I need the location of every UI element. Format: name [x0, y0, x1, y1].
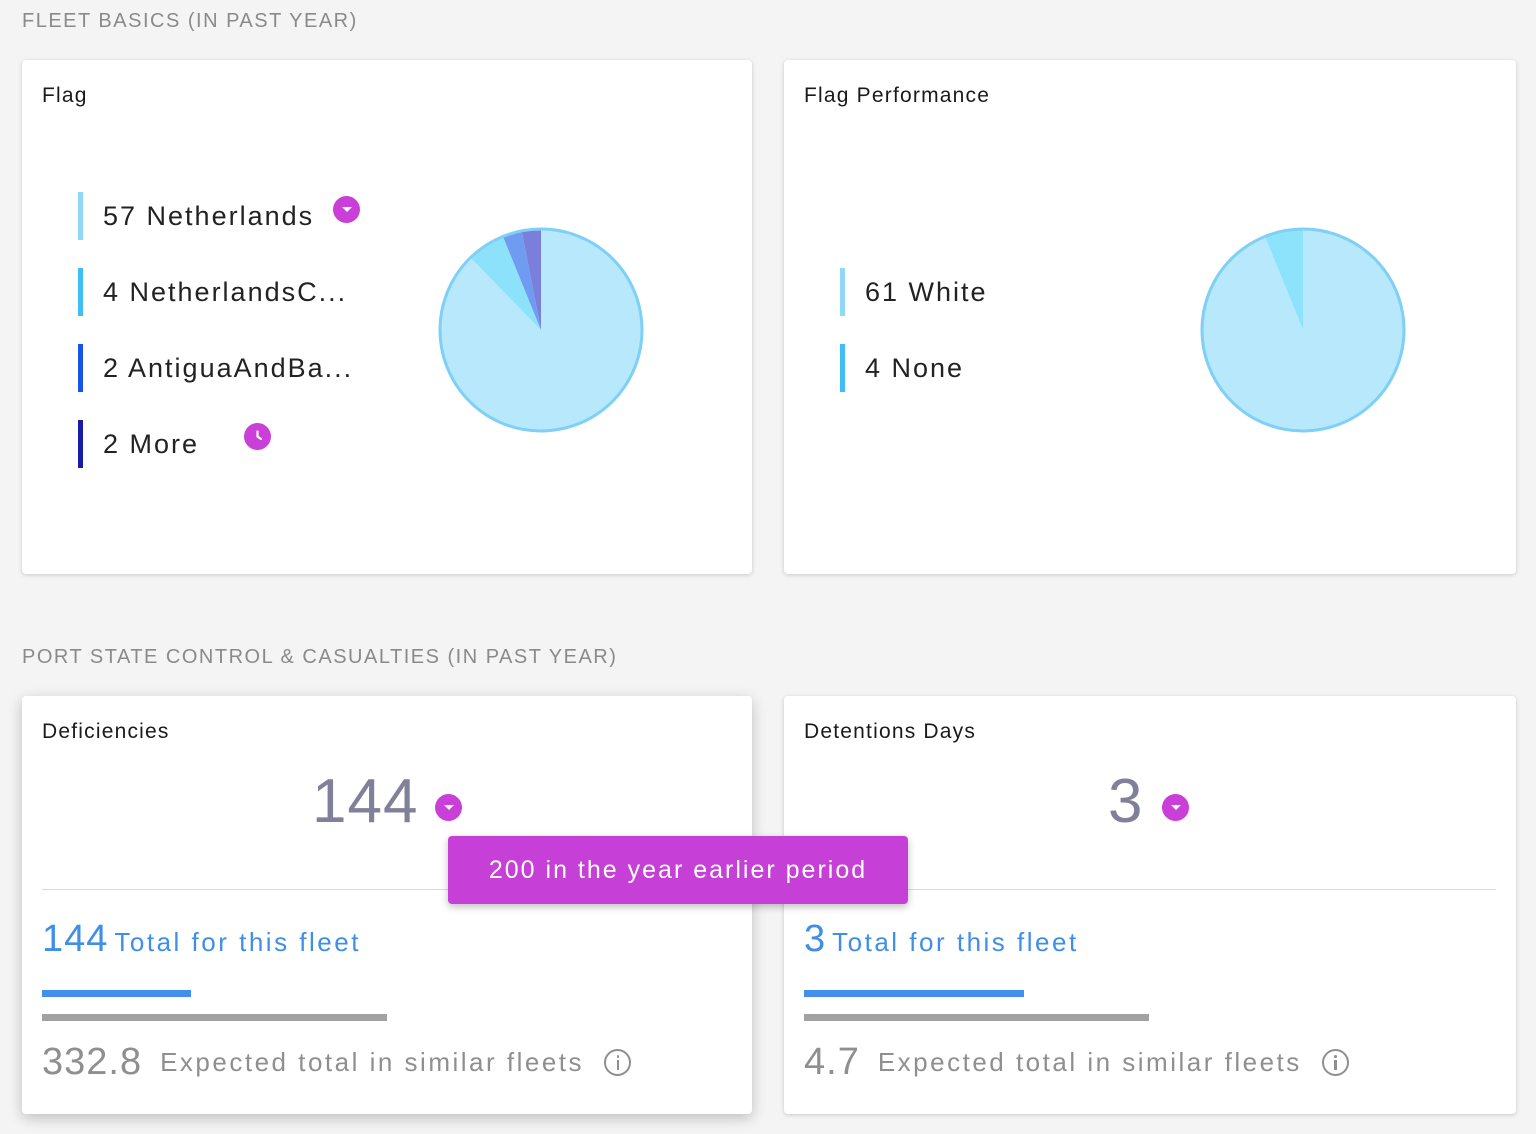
legend-label: 61 White — [865, 276, 988, 307]
deficiencies-value: 144 — [312, 767, 419, 836]
legend-label: 4 None — [865, 352, 965, 383]
card-title: Detentions Days — [804, 720, 977, 743]
expected-total: 332.8 Expected total in similar fleets — [42, 1041, 632, 1084]
chevron-down-icon[interactable] — [435, 794, 462, 821]
legend-color-bar — [78, 344, 83, 392]
chevron-down-icon[interactable] — [333, 196, 360, 223]
divider — [42, 889, 732, 890]
legend-item-more[interactable]: 2 More — [78, 420, 199, 468]
legend-color-bar — [840, 344, 845, 392]
legend-color-bar — [78, 420, 83, 468]
section-title-port-state-control: PORT STATE CONTROL & CASUALTIES (IN PAST… — [22, 646, 618, 668]
legend-item-netherlands-c[interactable]: 4 NetherlandsC... — [78, 268, 347, 316]
expected-total-bar — [42, 1014, 387, 1021]
expected-total-label: Expected total in similar fleets — [877, 1047, 1302, 1077]
fleet-total-bar — [804, 990, 1024, 997]
chevron-down-icon[interactable] — [1162, 794, 1189, 821]
expected-total-value: 332.8 — [42, 1041, 143, 1083]
card-title: Flag — [42, 84, 88, 107]
pie-slice[interactable] — [502, 230, 541, 330]
flag-card: Flag 57 Netherlands 4 NetherlandsC... 2 … — [22, 60, 752, 574]
divider — [804, 889, 1496, 890]
fleet-total-label: Total for this fleet — [832, 927, 1079, 957]
legend-color-bar — [78, 192, 83, 240]
legend-item-white[interactable]: 61 White — [840, 268, 988, 316]
card-title: Flag Performance — [804, 84, 991, 107]
expected-total-value: 4.7 — [804, 1041, 860, 1083]
flag-performance-pie-slices — [1202, 229, 1404, 431]
legend-item-antigua[interactable]: 2 AntiguaAndBa... — [78, 344, 353, 392]
deficiencies-card: Deficiencies 144 144 Total for this fleet… — [22, 696, 752, 1114]
expected-total-label: Expected total in similar fleets — [160, 1047, 585, 1077]
detentions-days-card: Detentions Days 3 3 Total for this fleet … — [784, 696, 1516, 1114]
legend-label: 4 NetherlandsC... — [103, 276, 348, 307]
legend-label: 2 AntiguaAndBa... — [103, 352, 354, 383]
pie-slice[interactable] — [521, 229, 541, 330]
fleet-total-label: Total for this fleet — [114, 927, 361, 957]
fleet-total-value: 3 — [804, 918, 827, 960]
expected-total: 4.7 Expected total in similar fleets — [804, 1041, 1349, 1084]
clock-icon[interactable] — [244, 423, 271, 450]
pie-slice[interactable] — [470, 236, 541, 330]
flag-performance-card: Flag Performance 61 White 4 None — [784, 60, 1516, 574]
comparison-tooltip: 200 in the year earlier period — [448, 836, 908, 904]
fleet-total: 144 Total for this fleet — [42, 918, 361, 961]
legend-label: 2 More — [103, 428, 200, 459]
legend-color-bar — [840, 268, 845, 316]
pie-slice[interactable] — [1264, 229, 1303, 330]
info-icon[interactable] — [1321, 1049, 1349, 1076]
flag-pie-slices — [440, 229, 642, 431]
flag-pie-chart[interactable] — [435, 224, 647, 436]
flag-performance-pie-chart[interactable] — [1197, 224, 1409, 436]
fleet-total: 3 Total for this fleet — [804, 918, 1079, 961]
fleet-total-value: 144 — [42, 918, 109, 960]
legend-label: 57 Netherlands — [103, 200, 315, 231]
legend-color-bar — [78, 268, 83, 316]
card-title: Deficiencies — [42, 720, 170, 743]
legend-item-netherlands[interactable]: 57 Netherlands — [78, 192, 314, 240]
info-icon[interactable] — [604, 1049, 632, 1076]
expected-total-bar — [804, 1014, 1149, 1021]
section-title-fleet-basics: FLEET BASICS (IN PAST YEAR) — [22, 10, 358, 32]
detentions-value: 3 — [1108, 767, 1144, 836]
legend-item-none[interactable]: 4 None — [840, 344, 964, 392]
fleet-total-bar — [42, 990, 191, 997]
